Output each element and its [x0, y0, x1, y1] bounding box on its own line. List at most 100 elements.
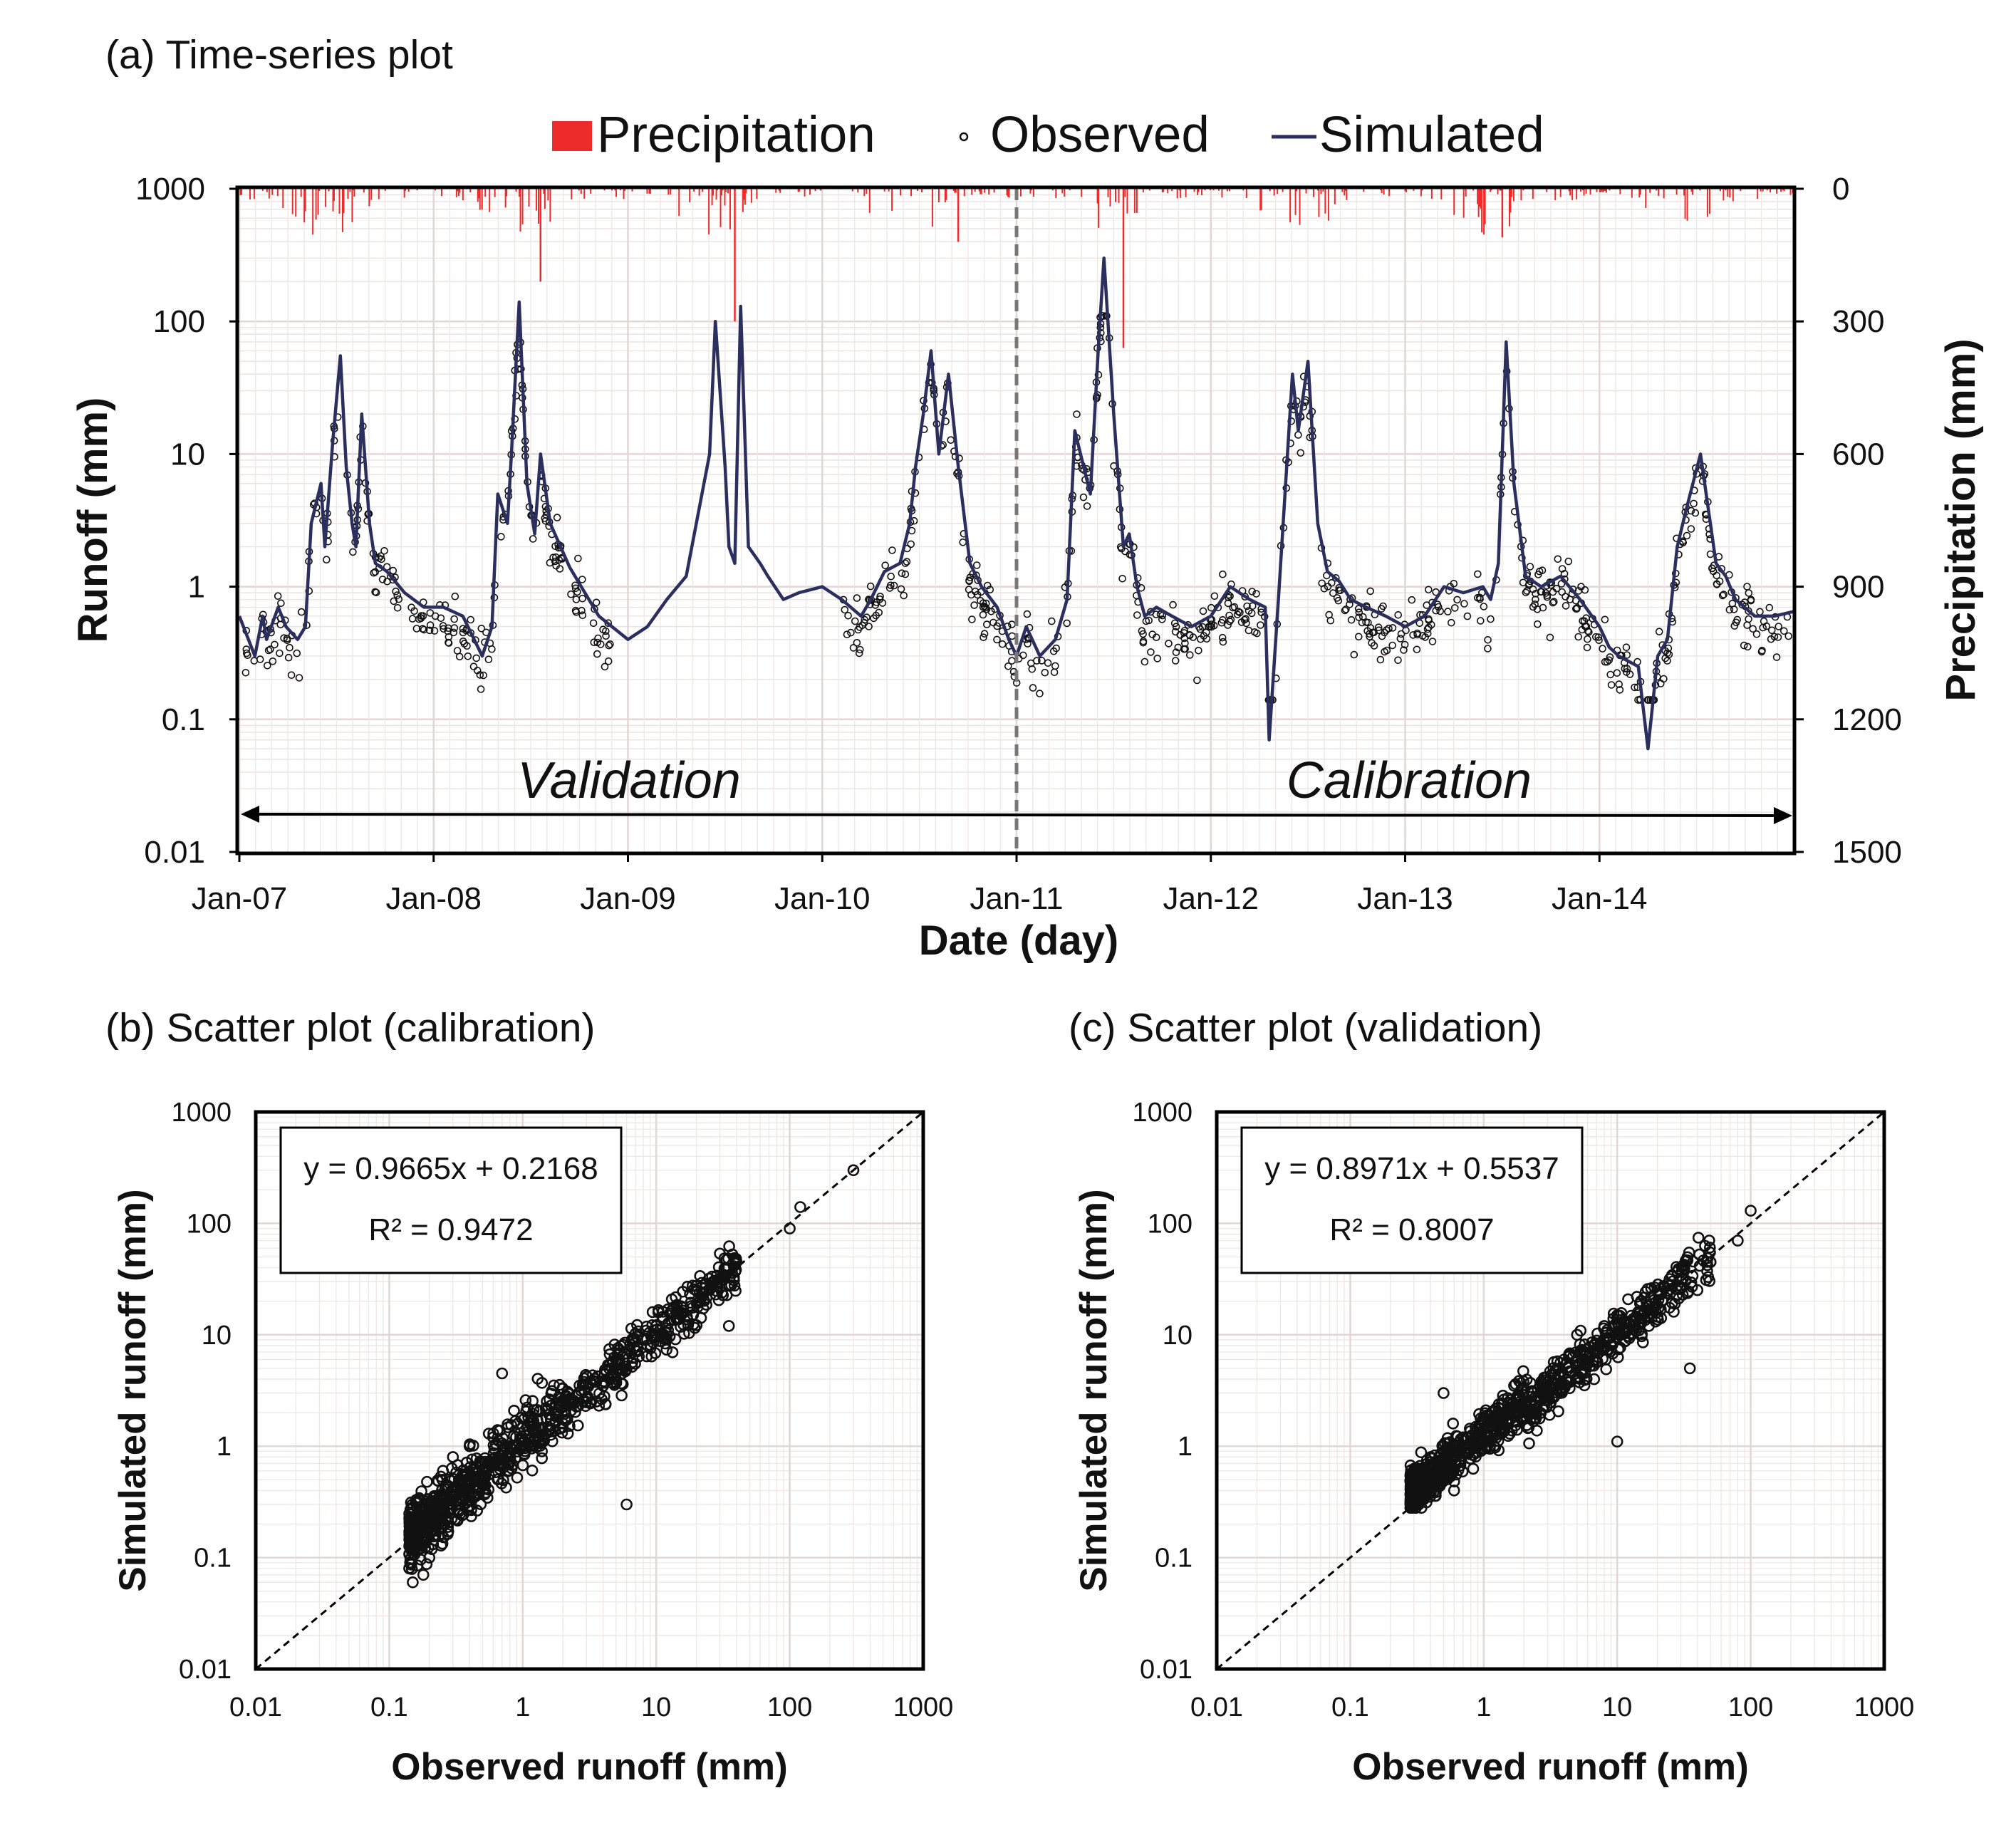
x-tick-label: 0.1 [1331, 1693, 1369, 1722]
scatter-point [677, 1286, 689, 1298]
observed-point [1534, 620, 1542, 628]
scatter-point [1485, 1410, 1497, 1422]
y-axis-label: Simulated runoff (mm) [112, 1189, 154, 1591]
observed-point [1424, 629, 1432, 638]
observed-point [1657, 680, 1665, 687]
scatter-point [675, 1321, 687, 1333]
observed-point [1376, 655, 1385, 664]
arrow-head-right [1774, 807, 1792, 824]
observed-point [1138, 627, 1146, 635]
observed-point [1083, 502, 1091, 510]
observed-point [1425, 586, 1433, 594]
scatter-point [1600, 1363, 1612, 1376]
observed-point [425, 626, 434, 635]
observed-point [1453, 596, 1461, 604]
observed-point [1355, 613, 1363, 621]
observed-point [1574, 587, 1583, 595]
y-tick-label: 1 [217, 1432, 232, 1462]
observed-point [593, 650, 601, 658]
observed-point [477, 685, 485, 693]
observed-point [1661, 654, 1669, 662]
scatter-point [1631, 1311, 1643, 1323]
scatter-point [504, 1440, 516, 1452]
observed-point [1366, 587, 1374, 596]
scatter-point [669, 1333, 682, 1346]
observed-point [1683, 531, 1691, 540]
observed-point [897, 585, 905, 593]
observed-point [1546, 633, 1554, 642]
scatter-point [403, 1517, 416, 1529]
observed-point [1423, 625, 1432, 633]
observed-point [439, 622, 447, 630]
scatter-point [626, 1356, 638, 1368]
observed-point [1606, 653, 1614, 661]
scatter-point [1505, 1398, 1517, 1411]
observed-point [1247, 609, 1256, 618]
scatter-point [580, 1378, 593, 1390]
scatter-point [562, 1388, 575, 1400]
scatter-point [1465, 1452, 1477, 1465]
observed-point [890, 581, 898, 590]
scatter-point [442, 1516, 454, 1529]
legend-precip-label: Precipitation [597, 107, 875, 163]
legend-observed-label: Observed [990, 107, 1210, 163]
observed-point [844, 611, 852, 620]
scatter-point [405, 1502, 417, 1515]
observed-point [459, 637, 467, 645]
observed-point [589, 619, 598, 628]
observed-point [1073, 410, 1081, 418]
observed-point [973, 561, 981, 569]
scatter-point [610, 1373, 623, 1386]
legend-simulated-label: Simulated [1319, 107, 1544, 163]
observed-point [851, 617, 859, 625]
scatter-point [1534, 1407, 1547, 1419]
observed-point [1207, 620, 1215, 628]
observed-point [1079, 493, 1088, 501]
scatter-point [1671, 1261, 1683, 1273]
observed-point [1245, 626, 1253, 635]
observed-point [987, 607, 995, 615]
observed-point [1294, 431, 1302, 439]
scatter-point [1683, 1362, 1696, 1375]
observed-point [1623, 651, 1631, 659]
scatter-point [614, 1347, 627, 1359]
x-tick-label: 0.1 [370, 1693, 408, 1722]
observed-point [479, 671, 487, 680]
scatter-point [447, 1451, 459, 1463]
observed-point [1552, 584, 1561, 593]
observed-point [271, 640, 279, 649]
observed-point [887, 581, 895, 590]
precipitation-bars [239, 189, 1794, 348]
observed-point [1601, 615, 1609, 624]
observed-point [983, 620, 991, 628]
scatter-point [435, 1522, 448, 1535]
validation-label: Validation [517, 752, 741, 809]
observed-point [1744, 643, 1752, 651]
observed-point [1224, 621, 1232, 629]
observed-point [1153, 655, 1161, 662]
scatter-point [1489, 1441, 1502, 1454]
observed-point [979, 599, 987, 608]
observed-point [863, 613, 871, 622]
y-tick-label: 0.1 [194, 1544, 232, 1574]
observed-point [1599, 645, 1606, 653]
observed-point [567, 590, 575, 598]
scatter-point [1549, 1386, 1562, 1398]
scatter-point [500, 1482, 512, 1494]
observed-point [1747, 596, 1755, 604]
scatter-point [1644, 1308, 1657, 1320]
observed-point [393, 603, 402, 612]
observed-point [998, 640, 1007, 648]
observed-point [1585, 628, 1593, 636]
observed-point [1780, 627, 1788, 635]
observed-point [1206, 622, 1214, 630]
scatter-point [519, 1394, 532, 1406]
scatter-point [714, 1275, 726, 1288]
observed-point [451, 592, 459, 601]
scatter-point [1458, 1440, 1471, 1452]
scatter-point [682, 1319, 695, 1331]
observed-point [1366, 633, 1373, 640]
scatter-point [615, 1389, 628, 1402]
observed-point [1028, 665, 1036, 673]
arrow-head-left [241, 806, 259, 823]
